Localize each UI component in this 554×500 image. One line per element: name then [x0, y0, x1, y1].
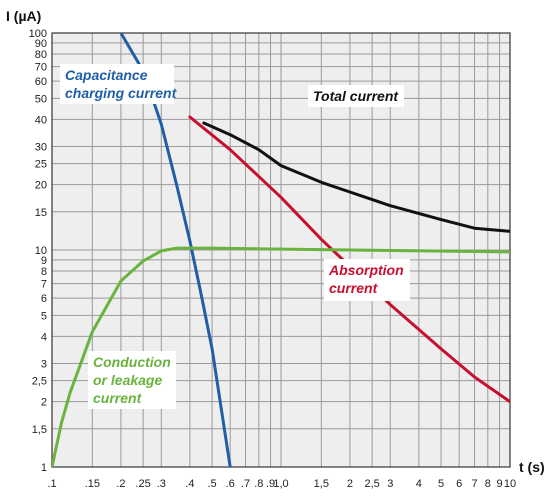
x-tick-label: 2 — [347, 478, 353, 490]
y-tick-label: 80 — [35, 49, 47, 61]
annotation-box — [324, 259, 410, 301]
y-tick-label: 60 — [35, 76, 47, 88]
annotation-total-current: Total current — [313, 88, 399, 104]
x-tick-label: 2,5 — [364, 478, 379, 490]
x-tick-label: .15 — [85, 478, 100, 490]
y-tick-label: 4 — [41, 331, 47, 343]
annotation-absorption-current: Absorption — [328, 262, 404, 278]
y-tick-label: 3 — [41, 358, 47, 370]
x-tick-label: 10 — [504, 478, 516, 490]
x-tick-label: 5 — [438, 478, 444, 490]
x-tick-label: 3 — [387, 478, 393, 490]
annotation-capacitance-charging-current: charging current — [65, 85, 178, 101]
y-axis-title: I (µA) — [6, 8, 41, 24]
x-tick-label: .4 — [185, 478, 194, 490]
x-axis-title: t (s) — [519, 459, 545, 475]
y-tick-label: 40 — [35, 114, 47, 126]
y-tick-label: 8 — [41, 266, 47, 278]
y-tick-label: 6 — [41, 293, 47, 305]
x-tick-label: 1,0 — [273, 478, 288, 490]
x-tick-label: 1,5 — [314, 478, 329, 490]
annotation-conduction-or-leakage-current: or leakage — [93, 372, 162, 388]
x-tick-label: .25 — [135, 478, 150, 490]
annotation-capacitance-charging-current: Capacitance — [65, 67, 148, 83]
y-tick-label: 10 — [35, 245, 47, 257]
x-tick-label: .9 — [266, 478, 275, 490]
x-tick-label: 6 — [456, 478, 462, 490]
y-tick-label: 2 — [41, 397, 47, 409]
x-tick-label: .3 — [157, 478, 166, 490]
y-tick-label: 1,5 — [32, 424, 47, 436]
x-tick-label: .5 — [207, 478, 216, 490]
y-tick-label: 20 — [35, 180, 47, 192]
annotation-box — [308, 85, 404, 107]
x-tick-label: .6 — [226, 478, 235, 490]
y-tick-label: 5 — [41, 310, 47, 322]
plot-frame — [51, 32, 511, 468]
annotation-conduction-or-leakage-current: Conduction — [93, 354, 171, 370]
annotation-conduction-or-leakage-current: current — [93, 390, 143, 406]
x-tick-label: .7 — [241, 478, 250, 490]
series-line-total-current — [202, 121, 510, 233]
x-tick-label: .1 — [47, 478, 56, 490]
annotation-absorption-current: current — [329, 280, 379, 296]
y-tick-label: 50 — [35, 93, 47, 105]
y-tick-label: 2,5 — [32, 376, 47, 388]
y-tick-label: 25 — [35, 159, 47, 171]
y-tick-label: 1 — [41, 462, 47, 474]
y-tick-label: 9 — [41, 255, 47, 267]
x-tick-label: .2 — [116, 478, 125, 490]
annotation-box — [88, 351, 176, 409]
y-tick-label: 7 — [41, 279, 47, 291]
y-tick-label: 90 — [35, 38, 47, 50]
y-tick-label: 100 — [29, 28, 47, 40]
x-tick-label: 4 — [416, 478, 422, 490]
series-line-conduction-or-leakage-current — [52, 246, 510, 467]
y-tick-label: 70 — [35, 62, 47, 74]
y-tick-label: 30 — [35, 141, 47, 153]
annotation-box — [60, 64, 174, 104]
x-tick-label: .8 — [254, 478, 263, 490]
y-tick-label: 15 — [35, 207, 47, 219]
x-tick-label: 8 — [485, 478, 491, 490]
x-tick-label: 9 — [496, 478, 502, 490]
x-tick-label: 7 — [471, 478, 477, 490]
